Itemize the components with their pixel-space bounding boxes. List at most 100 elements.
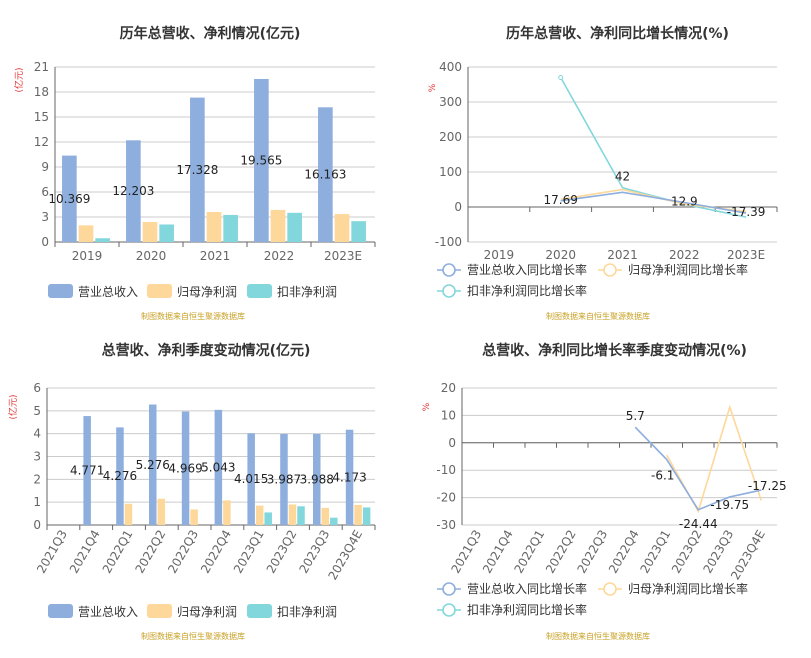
legend-label[interactable]: 营业总收入同比增长率 <box>467 581 587 596</box>
data-label: 19.565 <box>240 153 282 167</box>
y-axis-unit: % <box>422 402 432 411</box>
legend-swatch[interactable] <box>247 604 272 618</box>
legend-swatch[interactable] <box>48 604 73 618</box>
data-label: 3.987 <box>267 472 301 486</box>
y-tick-label: 15 <box>34 110 49 124</box>
y-tick-label: 0 <box>33 518 41 532</box>
y-tick-label: 0 <box>454 200 462 214</box>
y-tick-label: -20 <box>436 491 456 505</box>
y-tick-label: 100 <box>439 165 462 179</box>
bar-2-2023Q1 <box>255 505 264 525</box>
chart-title: 历年总营收、净利情况(亿元) <box>120 25 301 42</box>
x-tick-label: 2021Q4 <box>67 528 103 576</box>
y-tick-label: 18 <box>34 85 49 99</box>
data-label: 4.173 <box>332 470 366 484</box>
bar-2-2022 <box>270 209 286 242</box>
legend-marker[interactable] <box>603 582 617 596</box>
legend-label[interactable]: 营业总收入 <box>78 605 138 619</box>
bar-1-2023Q4E <box>345 429 354 525</box>
legend-swatch[interactable] <box>147 604 172 618</box>
legend-label[interactable]: 扣非净利润同比增长率 <box>467 602 587 617</box>
data-label: 4.015 <box>234 472 268 486</box>
data-label: 4.969 <box>168 461 202 475</box>
x-tick-label: 2023Q2 <box>264 528 300 576</box>
legend-label[interactable]: 扣非净利润 <box>277 605 337 619</box>
bar-3-2023Q3 <box>330 517 338 525</box>
x-tick-label: 2023E <box>324 249 362 263</box>
y-tick-label: 21 <box>34 60 49 74</box>
legend-swatch[interactable] <box>48 284 73 298</box>
bar-1-2022Q2 <box>149 404 157 525</box>
legend-label[interactable]: 归母净利润同比增长率 <box>628 581 748 596</box>
source-note: 制图数据来自恒生聚源数据库 <box>141 631 245 641</box>
y-tick-label: 9 <box>41 160 49 174</box>
bar-2-2022Q3 <box>190 509 198 525</box>
x-tick-label: 2023Q1 <box>231 528 267 576</box>
legend-label[interactable]: 营业总收入同比增长率 <box>467 262 587 277</box>
legend-label[interactable]: 归母净利润同比增长率 <box>628 262 748 277</box>
legend-marker[interactable] <box>442 263 456 277</box>
y-tick-label: 0 <box>448 436 456 450</box>
bar-2-2020 <box>142 222 158 242</box>
bar-1-2023Q2 <box>280 433 288 525</box>
data-label: 5.7 <box>626 409 645 423</box>
legend-swatch[interactable] <box>247 284 272 298</box>
x-tick-label: 2023E <box>727 248 765 262</box>
series-point <box>558 75 564 80</box>
bar-1-2022 <box>254 78 269 242</box>
y-tick-label: 3 <box>41 210 49 224</box>
legend-marker[interactable] <box>442 582 456 596</box>
y-tick-label: 6 <box>33 381 41 395</box>
bar-3-2023Q1 <box>264 512 272 525</box>
source-note: 制图数据来自恒生聚源数据库 <box>141 311 245 321</box>
x-tick-label: 2022 <box>264 249 295 263</box>
bar-1-2021Q4 <box>83 416 91 525</box>
x-tick-label: 2021Q3 <box>34 528 70 576</box>
bar-1-2022Q3 <box>181 411 190 525</box>
source-note: 制图数据来自恒生聚源数据库 <box>546 631 650 641</box>
y-axis-unit: % <box>428 83 438 92</box>
series-line-3 <box>560 77 747 218</box>
y-tick-label: 300 <box>439 95 462 109</box>
y-tick-label: -100 <box>435 235 462 249</box>
data-label: 4.771 <box>70 464 104 478</box>
legend-label[interactable]: 营业总收入 <box>78 285 138 299</box>
legend-marker[interactable] <box>603 263 617 277</box>
bar-2-2022Q1 <box>124 503 133 525</box>
data-label: 17.328 <box>176 163 218 177</box>
y-tick-label: -30 <box>436 518 456 532</box>
chart-title: 总营收、净利季度变动情况(亿元) <box>102 342 311 359</box>
y-tick-label: 200 <box>439 130 462 144</box>
series-line-1 <box>634 426 762 511</box>
legend-label[interactable]: 扣非净利润同比增长率 <box>467 283 587 298</box>
y-tick-label: 10 <box>441 408 456 422</box>
bar-3-2022 <box>287 212 302 242</box>
bar-3-2023Q4E <box>362 507 371 525</box>
legend: 营业总收入 归母净利润 扣非净利润 <box>48 284 337 299</box>
bar-1-2019 <box>62 155 77 242</box>
data-label: 12.9 <box>671 194 698 208</box>
legend-label[interactable]: 扣非净利润 <box>277 285 337 299</box>
bar-2-2022Q2 <box>157 498 166 525</box>
legend-marker[interactable] <box>442 603 456 617</box>
y-tick-label: 2 <box>33 472 41 486</box>
data-label: 4.276 <box>103 469 137 483</box>
bar-2-2023E <box>334 214 350 242</box>
legend-marker[interactable] <box>442 284 456 298</box>
x-tick-label: 2023Q3 <box>296 528 332 576</box>
data-label: -24.44 <box>679 517 718 531</box>
chart-panel-3: 总营收、净利季度变动情况(亿元)(亿元)01234562021Q32021Q42… <box>7 342 376 641</box>
data-label: 5.043 <box>201 460 235 474</box>
legend-swatch[interactable] <box>147 284 172 298</box>
legend-label[interactable]: 归母净利润 <box>177 285 237 299</box>
y-tick-label: 1 <box>33 495 41 509</box>
source-note: 制图数据来自恒生聚源数据库 <box>546 311 650 321</box>
series-line-1 <box>560 191 747 214</box>
bar-2-2023Q2 <box>288 504 297 525</box>
legend-label[interactable]: 归母净利润 <box>177 605 237 619</box>
y-tick-label: -10 <box>436 463 456 477</box>
data-label: 42 <box>615 169 630 183</box>
data-label: 10.369 <box>48 192 90 206</box>
